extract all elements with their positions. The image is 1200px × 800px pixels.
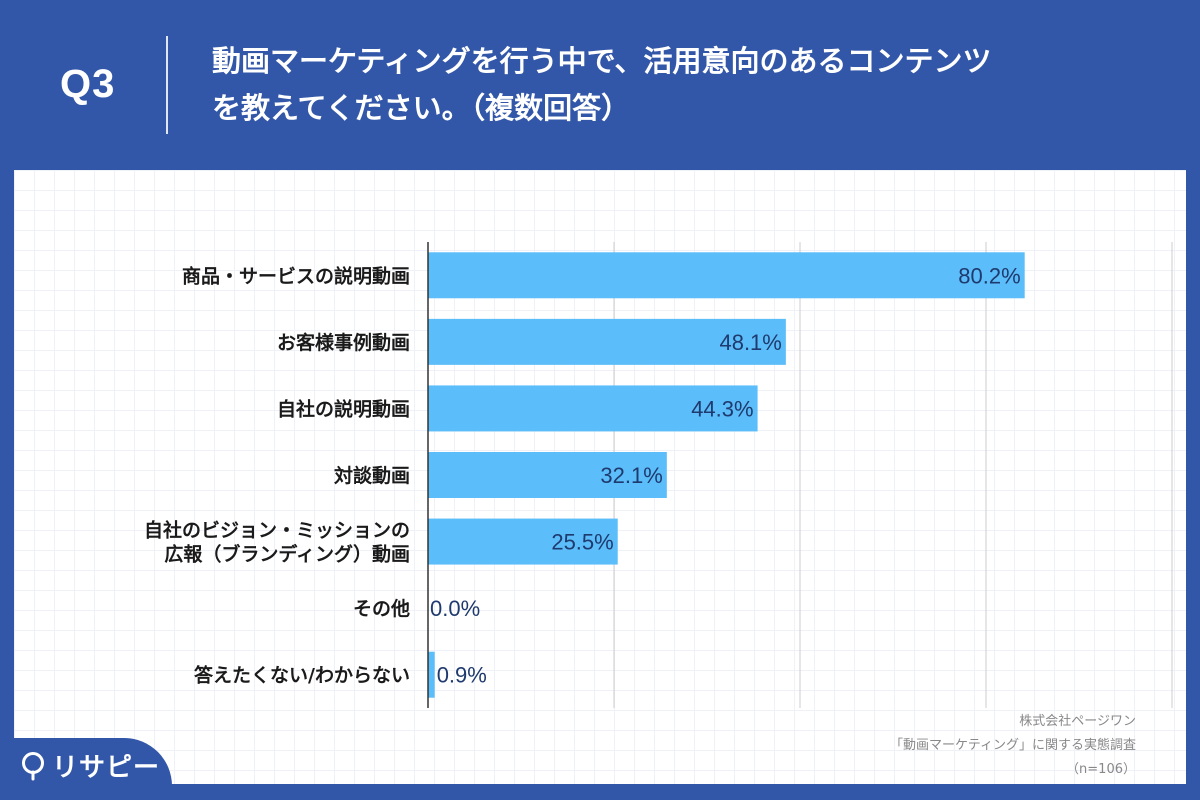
question-title: 動画マーケティングを行う中で、活用意向のあるコンテンツ を教えてください。（複数…	[212, 38, 1172, 132]
bar	[428, 651, 435, 698]
data-label: 48.1%	[719, 330, 781, 355]
category-label: 自社の説明動画	[277, 397, 410, 420]
source-company: 株式会社ページワン	[1019, 714, 1136, 729]
bar-chart: 80.2% 商品・サービスの説明動画 48.1% お客様事例動画 44.3% 自社の説明動…	[144, 242, 1173, 708]
category-label: お客様事例動画	[277, 331, 410, 354]
category-label: 商品・サービスの説明動画	[182, 264, 410, 287]
source-survey: 「動画マーケティング」に関する実態調査	[890, 738, 1136, 753]
data-label: 44.3%	[691, 396, 753, 421]
category-label: 答えたくない/わからない	[194, 664, 410, 687]
logo-tab	[0, 738, 172, 800]
question-title-line1: 動画マーケティングを行う中で、活用意向のあるコンテンツ	[212, 44, 992, 78]
header-divider	[166, 36, 168, 134]
data-label: 0.0%	[430, 596, 480, 621]
bar	[428, 385, 758, 432]
data-label: 80.2%	[958, 263, 1020, 288]
data-label: 25.5%	[551, 530, 613, 555]
logo: リサピー	[20, 747, 160, 784]
data-label: 32.1%	[600, 463, 662, 488]
source-sample-size: （n=106）	[1066, 762, 1136, 777]
category-label: 対談動画	[333, 464, 410, 487]
chart-panel: 80.2% 商品・サービスの説明動画 48.1% お客様事例動画 44.3% 自社の説明動…	[14, 170, 1186, 784]
category-label: その他	[353, 597, 410, 620]
bar	[428, 252, 1025, 299]
logo-text: リサピー	[52, 753, 161, 783]
lightbulb-icon	[22, 751, 44, 780]
bar	[428, 518, 618, 565]
data-label: 0.9%	[437, 663, 487, 688]
question-number: Q3	[60, 62, 116, 106]
question-title-line2: を教えてください。（複数回答）	[212, 91, 631, 125]
category-label: 自社のビジョン・ミッションの広報（ブランディング）動画	[144, 519, 410, 566]
bar	[428, 452, 667, 498]
header: Q3 動画マーケティングを行う中で、活用意向のあるコンテンツ を教えてください。…	[0, 0, 1200, 170]
bar	[428, 318, 786, 365]
